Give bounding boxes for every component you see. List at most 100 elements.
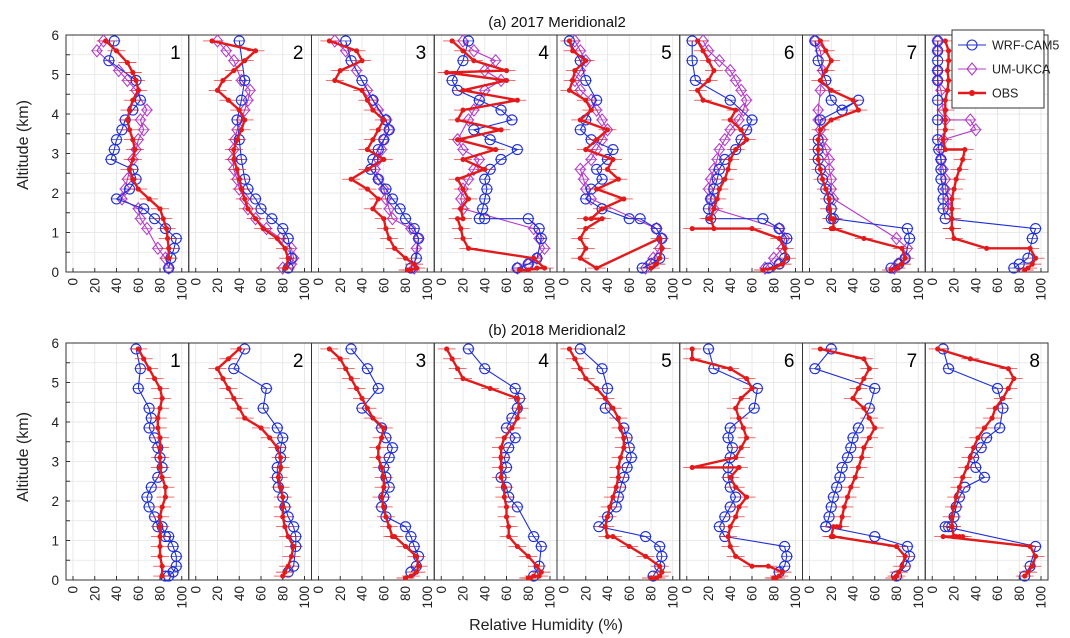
- data-point-obs: [285, 563, 291, 569]
- data-point-wrf: [405, 530, 417, 543]
- data-point-obs: [326, 346, 332, 352]
- data-point-obs: [610, 156, 616, 163]
- data-point-obs: [151, 375, 158, 382]
- data-point-obs: [815, 137, 821, 143]
- x-tick-label: 40: [232, 278, 247, 293]
- data-point-wrf: [108, 144, 120, 156]
- data-point-obs: [967, 356, 973, 362]
- data-point-um: [141, 221, 153, 236]
- series-line-um: [702, 40, 786, 269]
- data-point-obs: [992, 405, 998, 411]
- legend: WRF-CAM5 UM-UKCA OBS: [951, 29, 1059, 109]
- x-tick-label: 80: [521, 278, 536, 293]
- data-point-um: [211, 34, 224, 48]
- data-point-obs: [711, 206, 717, 212]
- x-tick-label: 60: [990, 586, 1005, 601]
- data-point-obs: [231, 395, 237, 401]
- panel: 0 20 40 60 80 100 3: [311, 342, 435, 609]
- data-point-obs: [583, 225, 589, 232]
- x-tick-label: 80: [153, 586, 168, 601]
- data-point-obs: [700, 97, 706, 103]
- data-point-obs: [749, 563, 755, 569]
- data-point-obs: [234, 137, 240, 143]
- data-point-obs: [146, 366, 152, 372]
- x-tick-label: 100: [788, 278, 803, 301]
- data-point-obs: [157, 533, 163, 540]
- panel: 0 20 40 60 80 100 4: [433, 34, 558, 301]
- x-tick-label: 60: [622, 586, 637, 601]
- data-point-obs: [413, 553, 419, 559]
- data-point-obs: [146, 196, 152, 202]
- data-point-obs: [381, 474, 387, 480]
- x-tick-label: 100: [1034, 278, 1049, 301]
- data-point-obs: [902, 553, 908, 559]
- data-point-obs: [348, 375, 354, 382]
- data-point-obs: [514, 415, 520, 421]
- data-point-um: [134, 113, 147, 127]
- data-point-obs: [942, 107, 948, 113]
- data-point-obs: [951, 504, 957, 510]
- x-tick-label: 60: [622, 278, 637, 293]
- x-tick-label: 40: [477, 586, 492, 601]
- data-point-obs: [615, 176, 621, 182]
- data-point-um: [350, 63, 363, 78]
- data-point-obs: [1011, 375, 1017, 382]
- data-point-obs: [570, 48, 576, 54]
- series-obs: [320, 38, 426, 273]
- data-point-obs: [392, 533, 398, 540]
- data-point-obs: [157, 464, 163, 471]
- data-point-obs: [852, 474, 858, 480]
- data-point-obs: [727, 524, 733, 530]
- data-point-obs: [727, 117, 733, 123]
- data-point-obs: [771, 575, 777, 581]
- x-tick-label: 60: [867, 586, 882, 601]
- data-point-wrf: [345, 343, 357, 355]
- data-point-obs: [981, 425, 988, 431]
- data-point-um: [964, 113, 977, 127]
- data-point-obs: [951, 186, 957, 192]
- data-point-wrf: [170, 560, 182, 572]
- data-point-obs: [716, 186, 722, 192]
- series-line-obs: [567, 40, 664, 270]
- data-point-obs: [503, 514, 510, 520]
- data-point-obs: [872, 425, 878, 431]
- series-wrf: [462, 343, 548, 582]
- data-point-obs: [231, 67, 237, 74]
- data-point-obs: [615, 415, 621, 421]
- data-point-obs: [501, 494, 507, 500]
- data-point-obs: [727, 474, 733, 480]
- data-point-um: [361, 83, 374, 98]
- data-point-obs: [155, 425, 161, 431]
- data-point-obs: [277, 464, 284, 471]
- data-point-obs: [607, 504, 613, 510]
- row-title: (a) 2017 Meridional2: [488, 14, 626, 31]
- series-line-obs: [937, 347, 1037, 577]
- data-point-obs: [236, 176, 242, 182]
- data-point-obs: [817, 38, 823, 44]
- y-tick-label: 6: [51, 28, 59, 43]
- series-line-obs: [692, 40, 789, 272]
- data-point-obs: [282, 524, 288, 530]
- data-point-obs: [163, 225, 170, 232]
- data-point-wrf: [825, 94, 837, 106]
- panel: 0 20 40 60 80 100 3: [311, 34, 435, 301]
- data-point-obs: [141, 356, 147, 362]
- series-obs: [208, 346, 303, 579]
- x-tick-label: 0: [66, 586, 81, 594]
- y-tick-label: 4: [51, 415, 59, 430]
- data-point-obs: [159, 573, 165, 579]
- x-tick-label: 0: [925, 586, 940, 594]
- data-point-wrf: [535, 540, 547, 552]
- data-point-obs: [514, 395, 520, 401]
- data-point-obs: [1005, 366, 1011, 372]
- x-axis-title: Relative Humidity (%): [469, 617, 623, 634]
- data-point-obs: [498, 454, 504, 461]
- data-point-obs: [866, 435, 872, 441]
- x-tick-label: 0: [557, 586, 572, 594]
- x-tick-label: 80: [521, 586, 536, 601]
- x-tick-label: 60: [990, 278, 1005, 293]
- x-tick-label: 20: [333, 278, 348, 293]
- series-line-obs: [445, 348, 543, 580]
- data-point-obs: [610, 533, 616, 540]
